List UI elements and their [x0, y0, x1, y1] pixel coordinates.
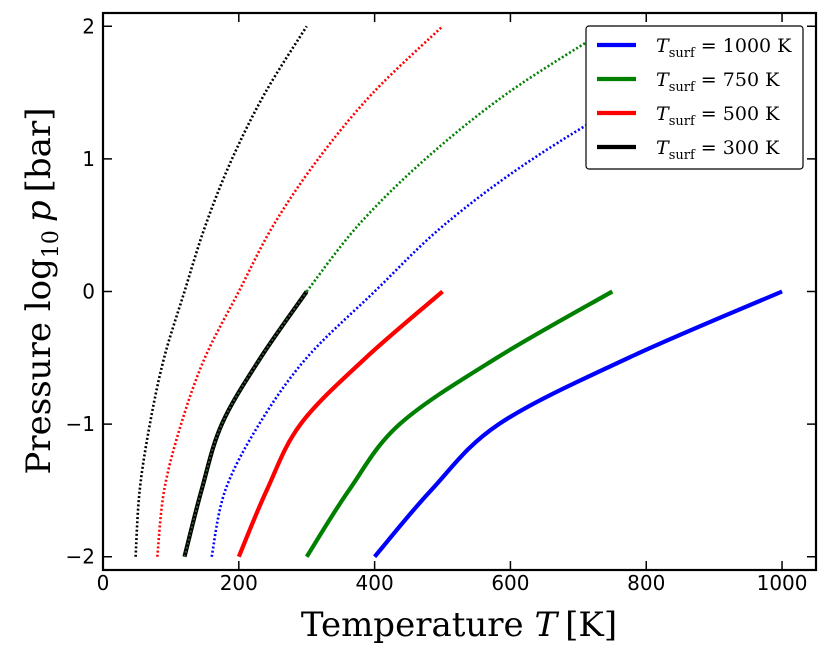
- series-1-dotted-line: [305, 25, 613, 293]
- series-0-solid-line: [373, 289, 783, 559]
- y-tick-label: 1: [82, 147, 95, 171]
- y-tick-label: −1: [66, 412, 95, 436]
- legend-box: [585, 25, 804, 170]
- x-axis-label: Temperature T [K]: [301, 605, 617, 645]
- y-tick-label: 0: [82, 280, 95, 304]
- y-tick-label: 2: [82, 14, 95, 38]
- x-axis-label-var: T: [534, 605, 559, 645]
- y-axis-label: Pressure log10 p [bar]: [19, 108, 64, 475]
- series-3-dotted-line: [134, 25, 308, 557]
- legend-label-2: Tsurf = 500 K: [656, 103, 780, 129]
- legend-label-3: Tsurf = 300 K: [656, 137, 780, 163]
- x-axis-label-prefix: Temperature: [301, 605, 535, 645]
- series-1-solid-line: [304, 289, 614, 558]
- series-2-dotted-line: [156, 25, 444, 557]
- x-tick-label: 600: [491, 571, 529, 595]
- y-axis-label-var: p: [19, 200, 59, 222]
- x-tick-label: 200: [220, 571, 258, 595]
- y-axis-label-prefix: Pressure log: [19, 258, 59, 474]
- legend: Tsurf = 1000 K Tsurf = 750 K Tsurf = 500 K…: [585, 25, 804, 170]
- x-tick-label: 1000: [757, 571, 808, 595]
- x-tick-label: 400: [356, 571, 394, 595]
- series-layer: [134, 25, 783, 559]
- x-tick-label: 800: [627, 571, 665, 595]
- legend-label-1: Tsurf = 750 K: [656, 69, 780, 95]
- x-tick-label: 0: [97, 571, 110, 595]
- legend-label-0: Tsurf = 1000 K: [656, 35, 792, 61]
- axis-layer: 0 200 400 600 800 1000 −2 −1 0 1 2: [66, 11, 818, 595]
- series-2-solid-line: [236, 289, 444, 558]
- y-tick-label: −2: [66, 545, 95, 569]
- series-3-solid-line: [182, 290, 309, 558]
- x-axis-label-unit: [K]: [565, 605, 617, 645]
- y-axis-label-unit: [bar]: [19, 108, 59, 193]
- y-axis-label-sub: 10: [39, 230, 64, 258]
- series-3-overlay-line: [183, 290, 308, 557]
